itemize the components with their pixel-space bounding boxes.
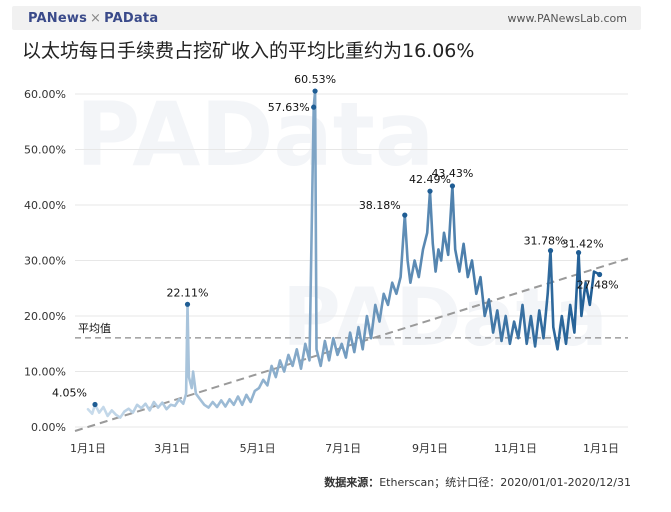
header-bar: PANews × PAData www.PANewsLab.com (12, 6, 641, 30)
data-label: 27.48% (577, 278, 619, 291)
chart-title: 以太坊每日手续费占挖矿收入的平均比重约为16.06% (22, 40, 475, 62)
data-point-marker (449, 183, 456, 189)
data-point-marker (311, 104, 317, 110)
watermark-padata: PAData (76, 83, 434, 186)
x-tick-label: 1月1日 (70, 442, 106, 455)
source-value: Etherscan；统计口径：2020/01/01-2020/12/31 (379, 476, 631, 489)
y-tick-label: 60.00% (24, 88, 66, 101)
data-label: 57.63% (268, 101, 310, 114)
data-point-marker (184, 301, 191, 307)
source-label: 数据来源： (324, 476, 380, 489)
x-tick-label: 11月1日 (494, 442, 537, 455)
data-point-marker (92, 401, 98, 408)
x-tick-label: 9月1日 (412, 442, 448, 455)
data-label: 38.18% (359, 199, 401, 212)
data-label: 43.43% (431, 167, 473, 180)
data-label: 31.78% (524, 235, 566, 248)
data-label: 60.53% (294, 73, 336, 86)
y-tick-label: 10.00% (24, 366, 66, 379)
data-point-marker (547, 248, 554, 254)
y-tick-label: 40.00% (24, 199, 66, 212)
data-label: 31.42% (562, 238, 604, 251)
data-point-marker (402, 212, 408, 218)
y-tick-label: 30.00% (24, 255, 66, 268)
site-url: www.PANewsLab.com (507, 12, 628, 25)
x-tick-label: 5月1日 (240, 442, 276, 455)
x-tick-label: 3月1日 (154, 442, 190, 455)
data-label: 4.05% (52, 387, 87, 400)
x-tick-label: 7月1日 (325, 442, 361, 455)
y-tick-label: 0.00% (31, 421, 66, 434)
brand-padata: PAData (104, 11, 159, 26)
brand-panews: PANews (28, 11, 88, 26)
data-point-marker (427, 188, 433, 194)
y-tick-label: 20.00% (24, 310, 66, 323)
x-tick-label: 1月1日 (583, 442, 619, 455)
y-tick-label: 50.00% (24, 144, 66, 157)
data-label: 42.49% (409, 173, 451, 186)
fee-share-series (86, 89, 601, 419)
data-point-marker (596, 271, 603, 278)
data-point-marker (312, 88, 318, 94)
data-point-marker (575, 250, 582, 256)
average-label: 平均值 (78, 322, 111, 335)
brand-separator: × (90, 11, 102, 26)
data-source: 数据来源：Etherscan；统计口径：2020/01/01-2020/12/3… (324, 474, 631, 490)
brand-logo: PANews × PAData (28, 11, 158, 26)
data-label: 22.11% (167, 286, 209, 299)
